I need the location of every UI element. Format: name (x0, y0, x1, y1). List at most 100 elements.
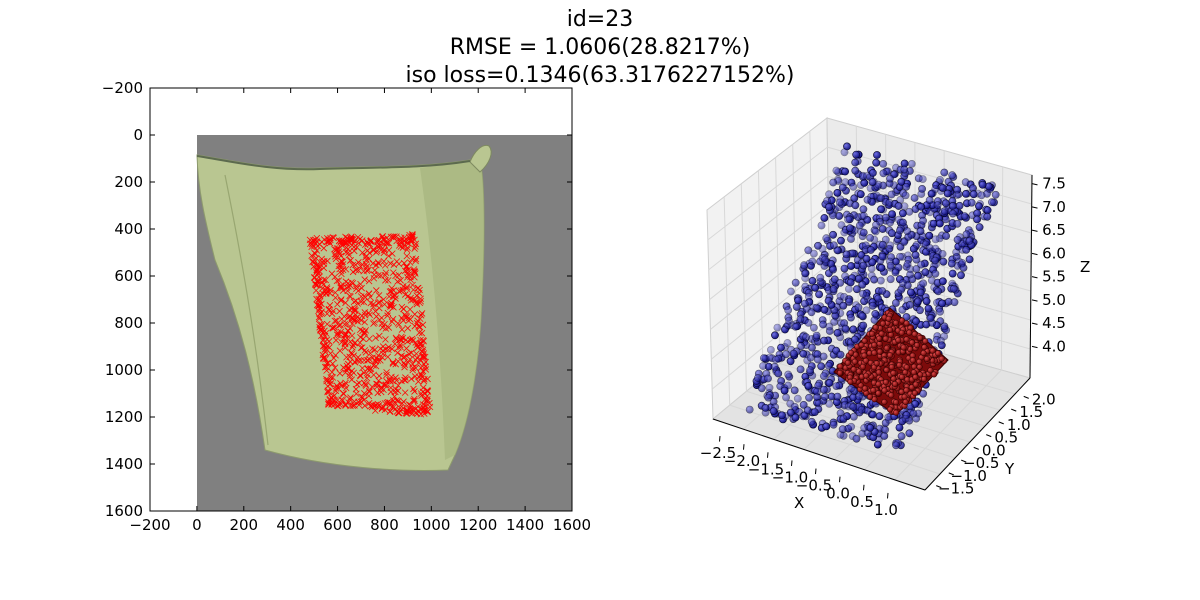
red-x-marker (395, 321, 403, 328)
image-y-tick-label: 1200 (105, 408, 143, 426)
red-point (891, 380, 899, 388)
blue-point (754, 374, 762, 382)
red-x-marker (404, 359, 412, 366)
blue-point (777, 343, 785, 352)
image-y-tick: 0 (133, 126, 572, 144)
blue-point (916, 227, 925, 236)
red-point (903, 364, 910, 371)
blue-point (849, 402, 858, 411)
blue-point (857, 405, 866, 414)
red-x-marker (382, 238, 389, 246)
grid-line (723, 196, 731, 406)
red-x-marker (316, 324, 323, 331)
red-point (888, 364, 895, 371)
blue-point (759, 362, 767, 370)
y3d-tick-label: 2.0 (1032, 390, 1056, 408)
red-x-marker (332, 351, 339, 359)
red-x-marker (323, 284, 331, 291)
red-point (908, 339, 916, 346)
red-x-marker (372, 362, 380, 370)
red-x-marker (361, 402, 369, 409)
red-x-marker (401, 376, 408, 384)
blue-point (918, 184, 926, 193)
blue-point (901, 414, 910, 423)
title-line-id: id=23 (566, 7, 634, 32)
blue-point (840, 148, 849, 157)
red-x-marker (409, 337, 417, 344)
red-x-marker (390, 269, 397, 276)
red-x-marker (348, 314, 356, 322)
blue-point (983, 206, 992, 215)
red-x-marker (354, 300, 362, 307)
red-x-marker (418, 372, 425, 379)
red-x-marker (401, 353, 409, 361)
red-x-marker (388, 403, 396, 411)
blue-point (940, 322, 949, 331)
red-x-marker (405, 401, 413, 408)
blue-point (771, 331, 779, 340)
blue-point (790, 386, 799, 395)
red-x-marker (333, 331, 341, 338)
blue-point (791, 413, 800, 422)
blue-point (903, 227, 912, 236)
blue-point (965, 255, 974, 264)
image-x-tick: 1400 (506, 88, 544, 534)
blue-point (796, 365, 805, 374)
red-x-marker (343, 239, 350, 247)
blue-point (914, 271, 922, 280)
blue-point (824, 361, 833, 370)
image-x-tick-label: −200 (129, 516, 170, 534)
blue-point (812, 303, 821, 312)
blue-point (859, 289, 867, 298)
red-x-marker (395, 242, 403, 249)
blue-point (907, 159, 916, 168)
red-x-marker (320, 257, 328, 265)
x3d-tick-label: 0.5 (850, 493, 874, 511)
x3d-tick-label: −1.0 (772, 468, 808, 486)
blue-point (940, 168, 949, 177)
red-x-marker (370, 247, 377, 254)
z3d-tick-label: 4.5 (1042, 314, 1066, 332)
blue-point (820, 336, 828, 345)
red-x-marker (372, 401, 379, 409)
blue-point (770, 362, 779, 371)
blue-point (892, 299, 900, 307)
blue-point (926, 314, 935, 323)
z3d-tick: 7.0 (1031, 198, 1066, 216)
red-x-marker (321, 363, 329, 371)
red-x-marker (403, 285, 411, 292)
blue-point (825, 203, 833, 211)
red-x-marker (384, 353, 392, 361)
blue-point (836, 350, 845, 359)
red-x-marker (333, 277, 341, 285)
x3d-tick: −2.5 (700, 436, 736, 462)
red-x-marker (378, 314, 385, 322)
blue-point (774, 369, 783, 378)
red-x-marker (372, 261, 380, 269)
blue-point (782, 350, 790, 359)
red-x-marker (411, 273, 418, 281)
blue-point (869, 410, 877, 419)
red-x-marker (312, 250, 319, 258)
red-x-marker (323, 360, 331, 367)
blue-point (846, 224, 854, 233)
red-x-marker (409, 360, 416, 368)
blue-point (856, 190, 865, 199)
blue-point (808, 257, 817, 266)
red-x-marker (348, 376, 355, 383)
red-point (863, 372, 870, 379)
red-x-marker (381, 262, 389, 269)
blue-point (877, 276, 885, 285)
blue-point (879, 159, 888, 168)
red-x-marker (349, 344, 356, 351)
red-x-marker (421, 401, 429, 409)
red-x-marker (383, 399, 391, 407)
red-x-marker (313, 238, 320, 245)
image-x-tick: 1600 (553, 88, 591, 534)
red-x-marker (332, 385, 340, 392)
image-x-tick: 1000 (412, 88, 450, 534)
red-x-marker (384, 277, 392, 284)
red-x-marker (323, 377, 330, 385)
blue-point (859, 261, 868, 270)
red-x-marker (416, 329, 423, 336)
